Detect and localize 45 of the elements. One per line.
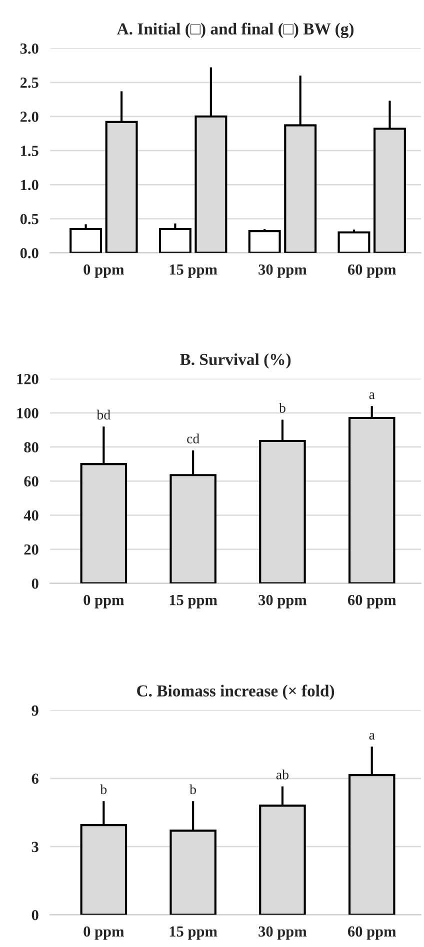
bar (70, 228, 102, 253)
y-tick-label: 1.5 (21, 146, 38, 156)
y-tick-label: 1.0 (21, 180, 38, 190)
annotation: a (369, 732, 375, 740)
y-tick-label: 0.5 (20, 214, 38, 224)
y-tick-label: 0 (32, 910, 38, 920)
x-tick-label: 60 ppm (348, 264, 396, 278)
x-tick-label: 60 ppm (348, 926, 396, 940)
annotation: b (190, 784, 196, 794)
annotation: a (369, 392, 375, 400)
y-tick-label: 0 (32, 578, 38, 589)
y-tick-label: 2.0 (20, 112, 38, 122)
y-tick-label: 100 (17, 408, 38, 418)
x-tick-label: 30 ppm (258, 594, 307, 608)
x-tick-label: 15 ppm (170, 264, 218, 278)
x-tick-label: 0 ppm (84, 926, 124, 940)
x-tick-label: 15 ppm (170, 926, 218, 940)
x-tick-label: 60 ppm (348, 594, 396, 608)
x-tick-label: 0 ppm (84, 264, 124, 278)
y-tick-label: 3 (32, 842, 38, 852)
y-tick-label: 0.0 (20, 248, 38, 258)
annotation: ab (276, 770, 288, 780)
y-tick-label: 60 (24, 476, 38, 487)
annotation: b (100, 784, 107, 794)
bar (338, 231, 370, 253)
chart-title: C. Biomass increase (× fold) (137, 684, 334, 700)
y-tick-label: 2.5 (20, 78, 38, 88)
x-tick-label: 0 ppm (84, 594, 124, 608)
y-tick-label: 20 (24, 544, 38, 555)
bar (158, 228, 192, 253)
chart-title: A. Initial (□) and final (□) BW (g) (116, 22, 354, 38)
y-tick-label: 40 (24, 510, 38, 521)
y-tick-label: 6 (32, 774, 38, 784)
annotation: bd (96, 410, 110, 420)
bar (248, 230, 281, 253)
chart-title: B. Survival (%) (180, 353, 291, 368)
y-tick-label: 9 (32, 705, 38, 716)
x-tick-label: 30 ppm (258, 926, 307, 940)
y-tick-label: 3.0 (20, 43, 38, 54)
x-tick-label: 15 ppm (170, 594, 218, 608)
y-tick-label: 80 (24, 442, 38, 452)
y-tick-label: 120 (17, 374, 38, 384)
annotation: cd (187, 434, 200, 444)
x-tick-label: 30 ppm (258, 264, 307, 278)
annotation: b (278, 402, 286, 413)
